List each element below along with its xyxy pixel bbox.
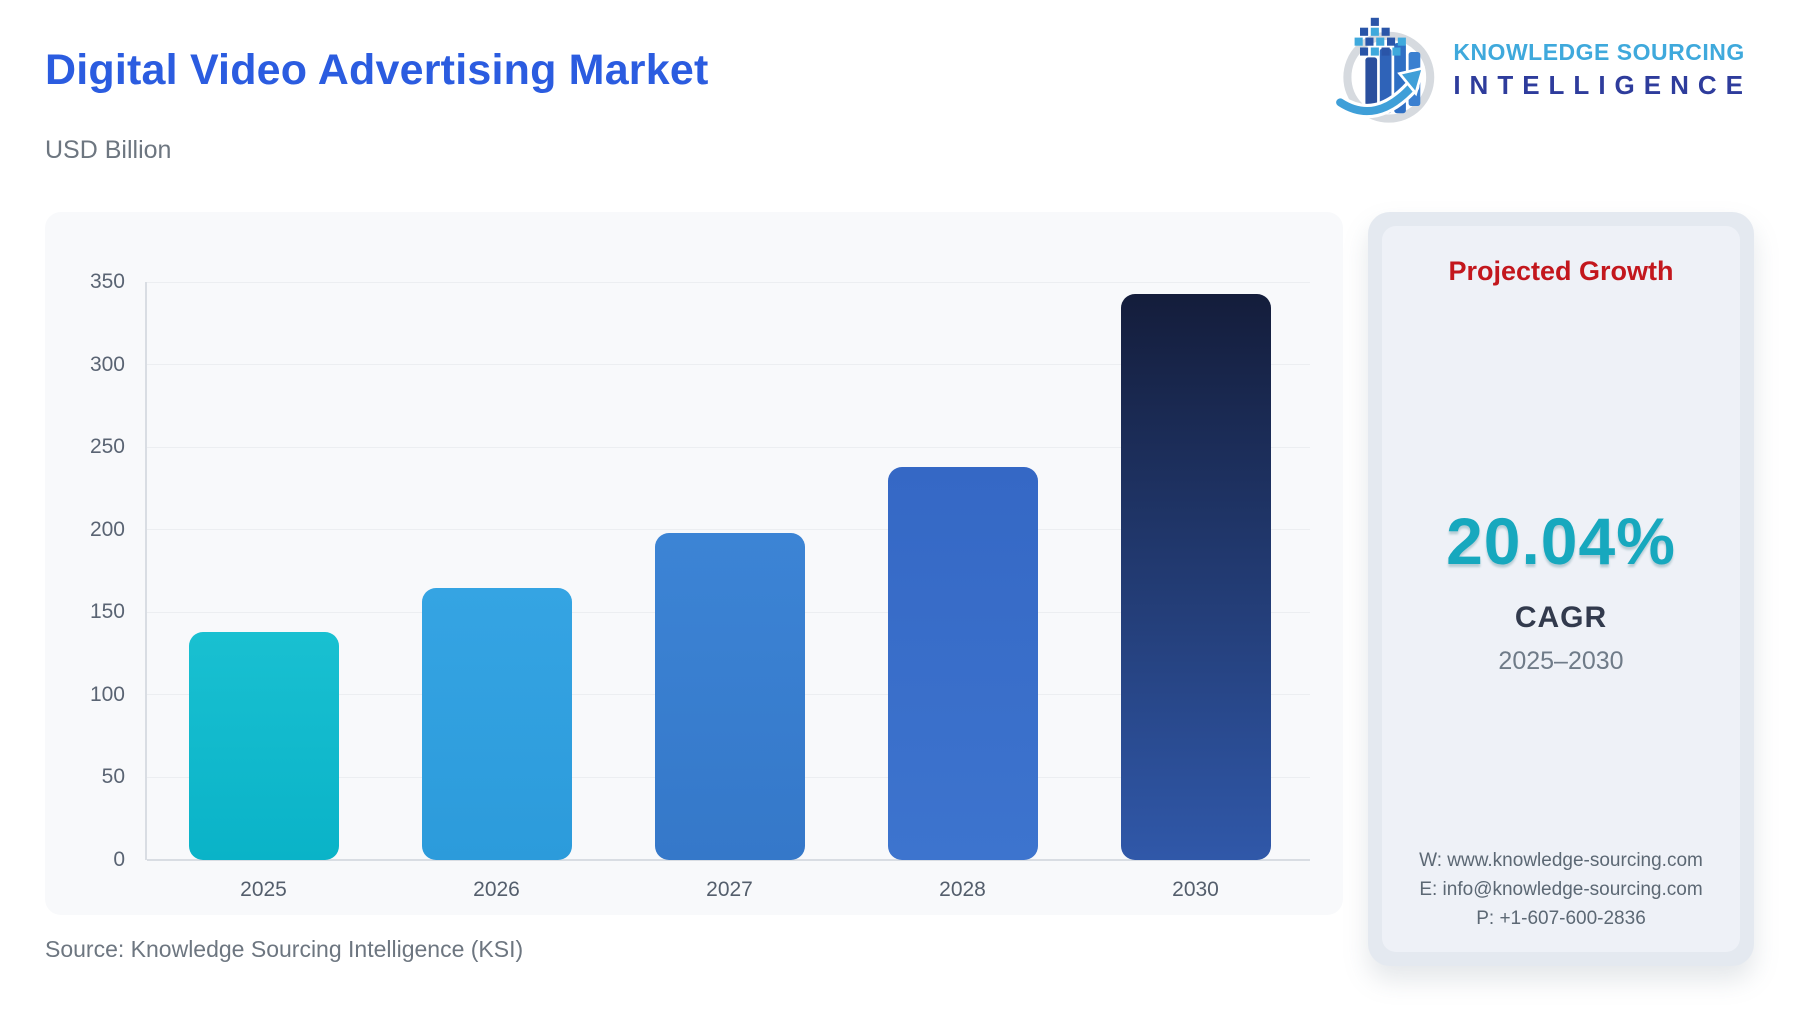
logo-text-line2: INTELLIGENCE — [1453, 70, 1752, 101]
cagr-period: 2025–2030 — [1498, 646, 1624, 675]
y-tick-label-250: 250 — [89, 435, 125, 459]
gridline-0 — [147, 859, 1310, 861]
gridline-300 — [147, 364, 1310, 366]
panel-heading: Projected Growth — [1448, 256, 1674, 286]
bar-2026 — [421, 587, 572, 860]
logo-text-line1: KNOWLEDGE SOURCING — [1453, 39, 1745, 66]
gridline-350 — [147, 281, 1310, 283]
contact-phone: P: +1-607-600-2836 — [1476, 908, 1646, 929]
ksi-logo-icon — [1333, 17, 1435, 123]
plot-area: 0 50 100 150 200 250 300 350 2025 2026 2027 2028 203… — [90, 270, 1310, 901]
gridline-200 — [147, 529, 1310, 531]
y-tick-label-0: 0 — [113, 848, 125, 871]
bar-2030 — [1120, 293, 1271, 860]
source-note: Source: Knowledge Sourcing Intelligence … — [45, 936, 524, 962]
gridline-250 — [147, 446, 1310, 448]
bar-2028 — [887, 466, 1038, 860]
y-tick-label-150: 150 — [89, 600, 125, 624]
x-tick-label-2030: 2030 — [1172, 878, 1219, 901]
ksi-logo: KNOWLEDGE SOURCING INTELLIGENCE — [1333, 16, 1752, 124]
chart-card: 0 50 100 150 200 250 300 350 2025 2026 2027 2028 203… — [45, 212, 1343, 915]
contact-email: E: info@knowledge-sourcing.com — [1419, 879, 1703, 900]
x-tick-label-2026: 2026 — [473, 878, 520, 901]
ksi-logo-text: KNOWLEDGE SOURCING INTELLIGENCE — [1453, 38, 1752, 101]
x-tick-label-2028: 2028 — [939, 878, 986, 901]
cagr-value: 20.04% — [1446, 503, 1676, 578]
x-tick-label-2025: 2025 — [240, 878, 287, 901]
y-tick-label-200: 200 — [89, 517, 125, 541]
page-subtitle: USD Billion — [45, 136, 172, 164]
side-panel: Projected Growth 20.04% CAGR 2025–2030 W… — [1368, 212, 1754, 966]
bar-2027 — [654, 533, 805, 860]
y-tick-label-350: 350 — [89, 270, 125, 293]
cagr-label: CAGR — [1514, 600, 1608, 634]
page-title: Digital Video Advertising Market — [45, 46, 709, 94]
y-tick-label-300: 300 — [89, 352, 125, 376]
contact-website: W: www.knowledge-sourcing.com — [1419, 850, 1703, 871]
contact-block: W: www.knowledge-sourcing.com E: info@kn… — [1419, 850, 1703, 930]
bar-2025 — [188, 632, 339, 860]
side-panel-inner: Projected Growth 20.04% CAGR 2025–2030 W… — [1382, 226, 1740, 952]
x-tick-label-2027: 2027 — [706, 878, 753, 901]
y-tick-label-100: 100 — [89, 682, 125, 706]
y-tick-label-50: 50 — [101, 765, 125, 789]
